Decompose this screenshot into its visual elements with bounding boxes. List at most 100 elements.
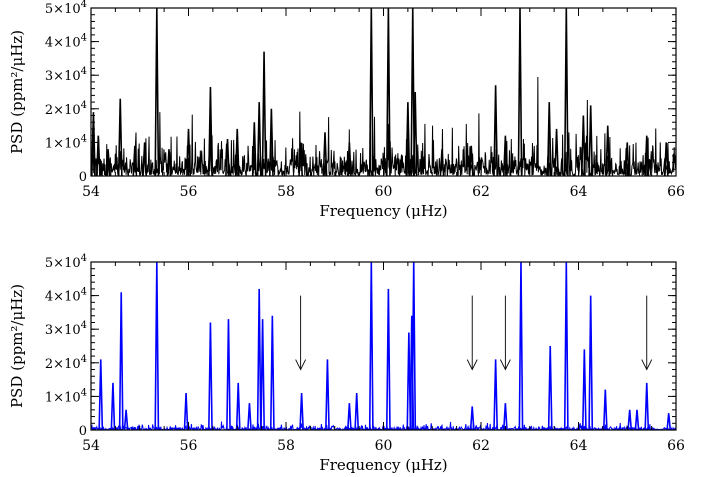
x-tick-label: 66: [667, 438, 685, 454]
peak-29: [546, 102, 552, 176]
spectrum-line: [91, 76, 676, 176]
peak-14: [325, 359, 330, 430]
peak-30: [554, 128, 559, 176]
peak-17: [368, 262, 374, 430]
y-tick-label: 0: [79, 170, 87, 185]
peak-0: [91, 112, 96, 176]
x-tick-label: 66: [667, 184, 685, 200]
x-tick-label: 56: [180, 184, 198, 200]
arrow-marker: [466, 295, 478, 371]
peak-37: [663, 142, 669, 176]
peak-32: [580, 115, 586, 176]
peak-34: [666, 413, 672, 430]
peak-6: [208, 322, 213, 430]
peak-22: [469, 406, 475, 430]
peak-33: [588, 105, 594, 176]
peak-7: [166, 149, 172, 176]
y-tick-label: 5×104: [45, 0, 87, 17]
peak-3: [117, 98, 123, 176]
peak-30: [602, 389, 608, 430]
peak-18: [385, 288, 391, 430]
peak-24: [502, 403, 508, 430]
peak-15: [346, 403, 352, 430]
y-tick-label: 2×104: [45, 100, 87, 118]
peak-5: [142, 142, 148, 176]
peak-1: [110, 382, 116, 430]
peak-9: [208, 86, 213, 176]
peak-21: [405, 102, 411, 176]
y-axis-label: PSD (ppm²/μHz): [8, 30, 26, 154]
peak-23: [412, 91, 418, 176]
peak-26: [547, 345, 553, 430]
peak-32: [634, 409, 640, 430]
y-tick-label: 4×104: [45, 33, 87, 51]
peak-11: [260, 319, 265, 430]
x-tick-label: 58: [277, 184, 295, 200]
x-tick-label: 64: [570, 438, 588, 454]
plot-frame: [90, 261, 677, 431]
peak-18: [346, 142, 352, 176]
y-tick-label: 3×104: [45, 320, 87, 338]
x-tick-label: 64: [570, 184, 588, 200]
peak-13: [299, 393, 304, 430]
arrow-marker: [295, 295, 307, 371]
x-tick-label: 54: [82, 438, 100, 454]
x-axis-label: Frequency (μHz): [319, 456, 447, 474]
peak-5: [183, 393, 189, 430]
bottom-panel: 54 56 58 60 62 64 66 0 1×104 2×104 3×104 4×104 5×104…: [8, 253, 685, 474]
x-tick-label: 56: [180, 438, 198, 454]
peak-21: [411, 262, 417, 430]
peak-28: [581, 349, 587, 430]
x-tick-label: 62: [472, 184, 490, 200]
peak-13: [256, 102, 262, 176]
peak-34: [605, 125, 611, 176]
peak-10: [225, 139, 230, 176]
peak-11: [234, 128, 240, 176]
peak-25: [468, 145, 474, 176]
x-tick-label: 58: [277, 438, 295, 454]
peak-36: [644, 135, 650, 176]
peak-19: [368, 8, 374, 176]
peak-15: [268, 108, 274, 176]
peak-14: [261, 51, 267, 176]
peak-1: [95, 135, 101, 176]
peak-2: [105, 149, 111, 176]
peak-26: [493, 85, 499, 176]
peak-4: [154, 262, 160, 430]
y-tick-label: 4×104: [45, 287, 87, 305]
peak-10: [256, 288, 262, 430]
peak-12: [269, 315, 275, 430]
peak-24: [439, 149, 445, 176]
peak-27: [502, 135, 508, 176]
peak-0: [98, 359, 104, 430]
peak-16: [298, 142, 304, 176]
x-axis-label: Frequency (μHz): [319, 202, 447, 220]
y-tick-label: 3×104: [45, 66, 87, 84]
arrow-marker: [641, 295, 653, 371]
peak-20: [385, 8, 391, 176]
y-tick-label: 2×104: [45, 354, 87, 372]
arrow-marker: [499, 295, 511, 371]
y-axis-label: PSD (ppm²/μHz): [8, 284, 26, 408]
y-tick-label: 1×104: [45, 387, 87, 405]
x-tick-label: 54: [82, 184, 100, 200]
peak-17: [322, 132, 328, 176]
peak-35: [624, 142, 630, 176]
y-tick-label: 1×104: [45, 133, 87, 151]
peak-9: [247, 403, 252, 430]
y-tick-label: 0: [79, 424, 87, 439]
peak-28: [517, 8, 523, 176]
x-tick-label: 62: [472, 438, 490, 454]
peak-33: [644, 382, 650, 430]
x-tick-label: 60: [375, 184, 393, 200]
peak-6: [154, 8, 160, 176]
y-tick-label: 5×104: [45, 253, 87, 271]
peak-16: [354, 393, 360, 430]
peak-7: [226, 319, 231, 430]
peak-31: [627, 409, 633, 430]
peak-4: [132, 145, 138, 176]
peak-2: [118, 292, 124, 430]
peak-31: [563, 8, 569, 176]
peak-22: [410, 8, 416, 176]
